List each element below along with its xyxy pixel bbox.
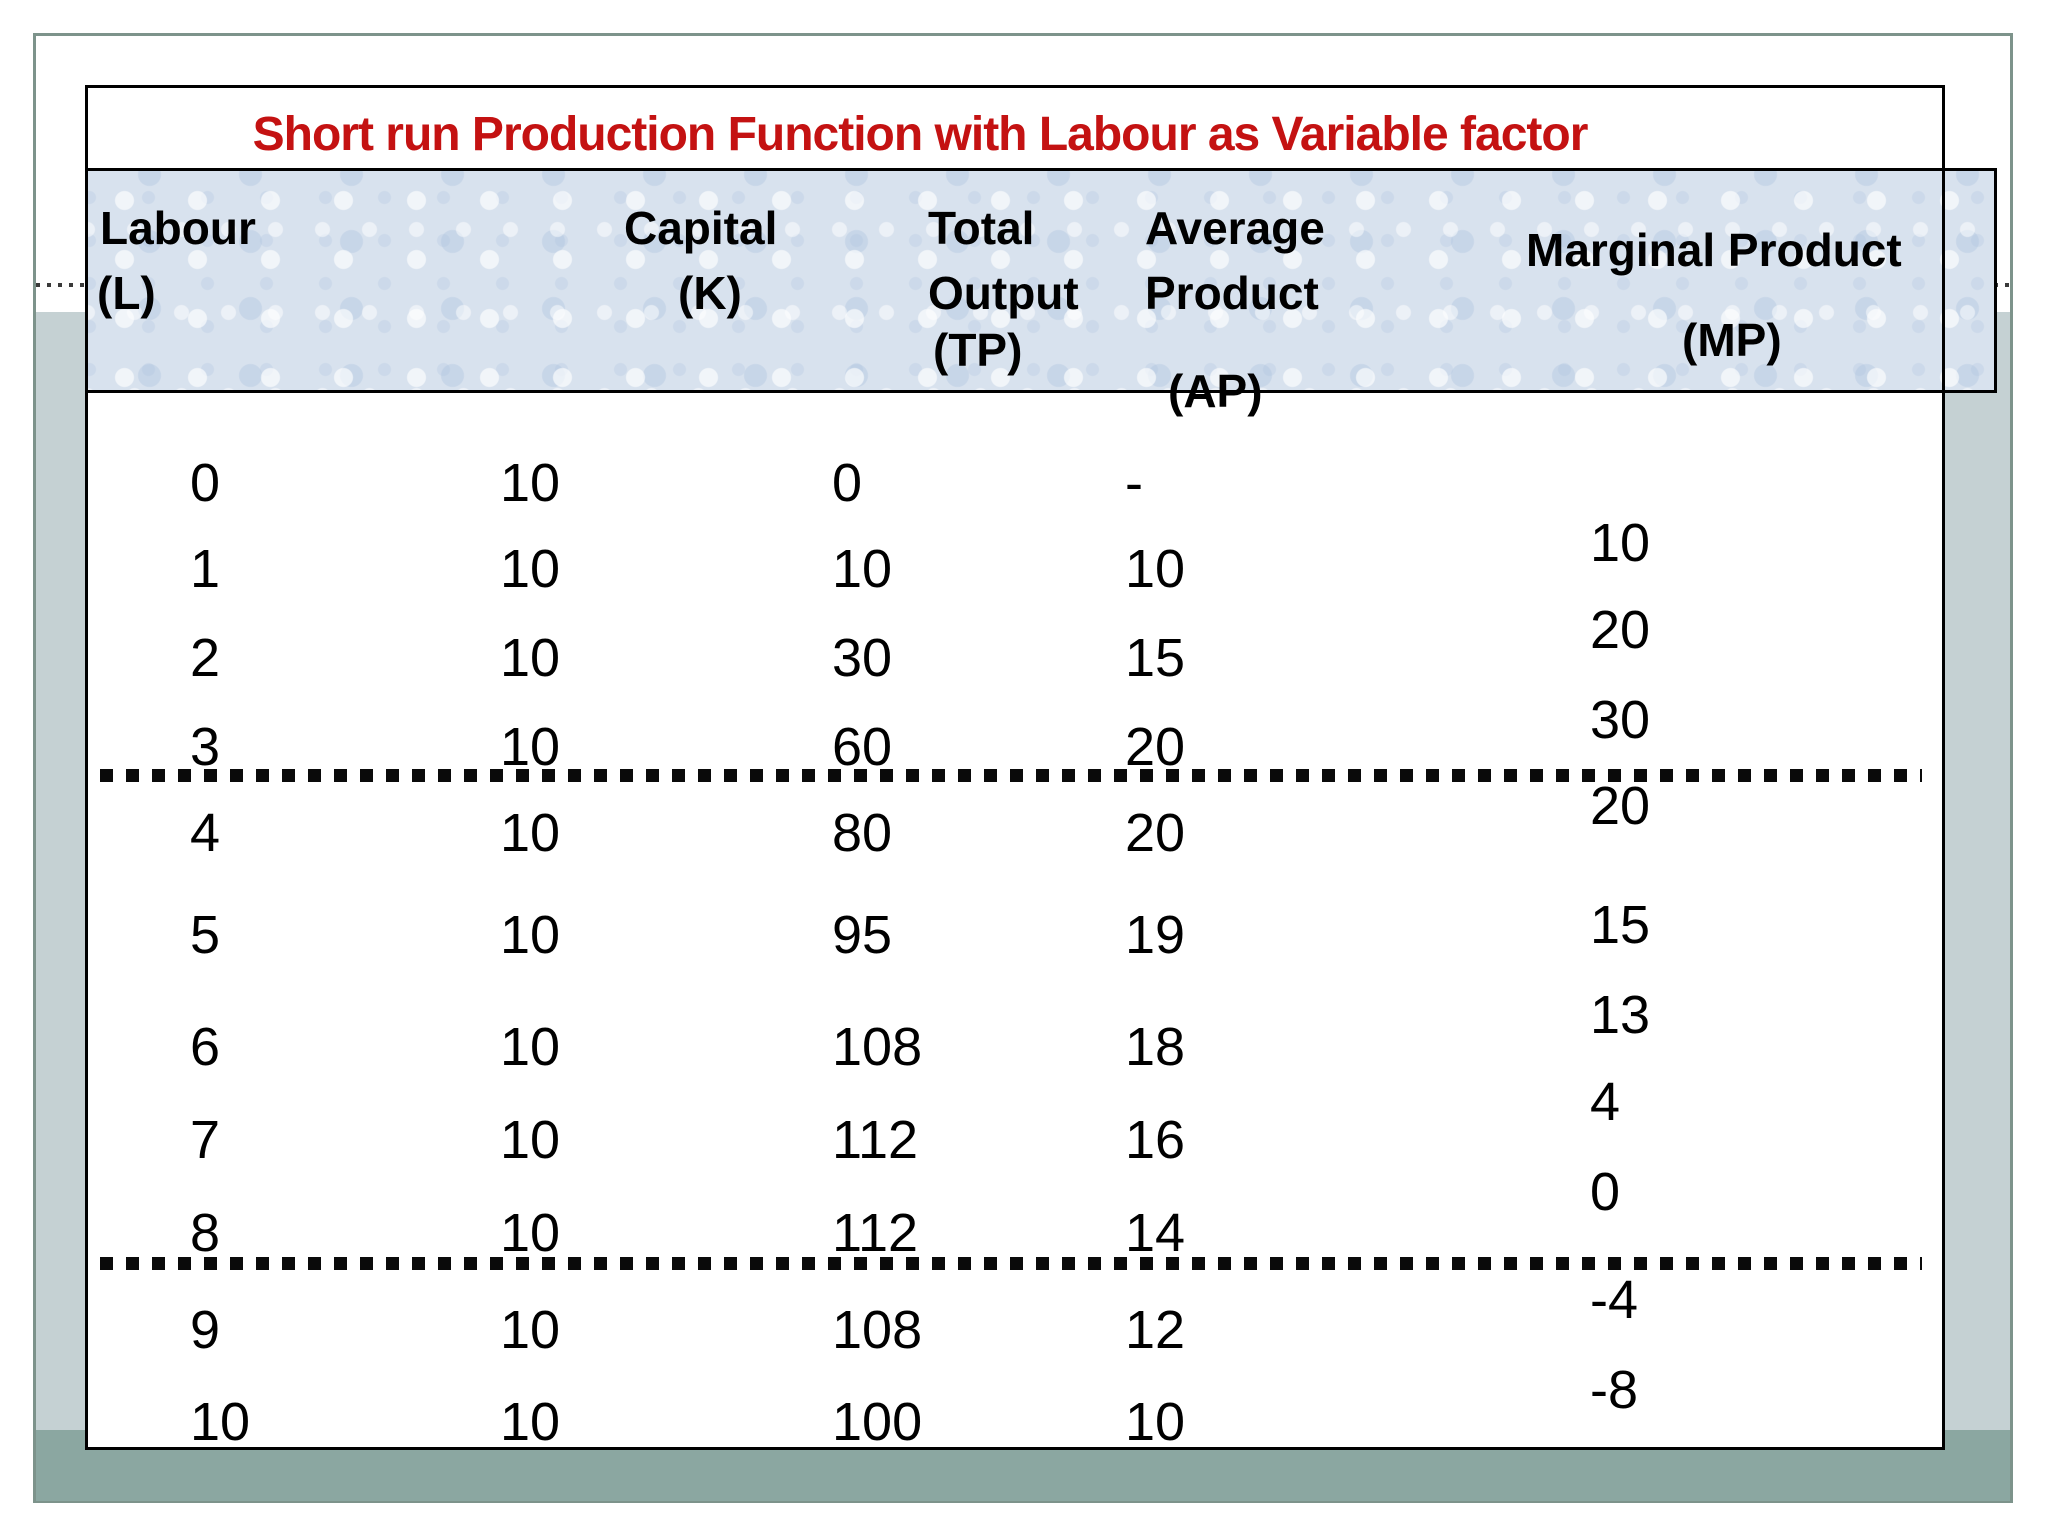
cell-marginal-product: 4	[1590, 1072, 1621, 1132]
slide-title: Short run Production Function with Labou…	[252, 108, 1589, 161]
cell-capital: 10	[500, 539, 561, 599]
cell-labour: 1	[190, 539, 221, 599]
cell-labour: 7	[190, 1110, 221, 1170]
cell-marginal-product: 10	[1590, 513, 1651, 573]
cell-total-output: 95	[832, 905, 893, 965]
cell-labour: 0	[190, 453, 221, 513]
cell-marginal-product: 13	[1590, 985, 1651, 1045]
cell-marginal-product: -8	[1590, 1360, 1639, 1420]
table-right-border	[1942, 168, 1945, 393]
cell-total-output: 80	[832, 803, 893, 863]
cell-average-product: -	[1125, 453, 1143, 513]
cell-labour: 3	[190, 717, 221, 777]
cell-capital: 10	[500, 1110, 561, 1170]
cell-average-product: 15	[1125, 628, 1186, 688]
header-total-output: Total	[928, 202, 1035, 254]
cell-marginal-product: 15	[1590, 895, 1651, 955]
header-average-product: (AP)	[1168, 365, 1263, 417]
cell-average-product: 10	[1125, 539, 1186, 599]
header-average-product: Product	[1145, 267, 1319, 319]
cell-average-product: 10	[1125, 1392, 1186, 1452]
cell-capital: 10	[500, 803, 561, 863]
cell-total-output: 60	[832, 717, 893, 777]
header-marginal-product: Marginal Product	[1526, 224, 1902, 276]
cell-marginal-product: 20	[1590, 776, 1651, 836]
cell-total-output: 10	[832, 539, 893, 599]
cell-labour: 6	[190, 1017, 221, 1077]
cell-average-product: 12	[1125, 1300, 1186, 1360]
cell-average-product: 16	[1125, 1110, 1186, 1170]
header-marginal-product: (MP)	[1682, 314, 1782, 366]
cell-marginal-product: -4	[1590, 1270, 1639, 1330]
cell-marginal-product: 0	[1590, 1162, 1621, 1222]
table-header-background	[85, 168, 1997, 393]
cell-capital: 10	[500, 1300, 561, 1360]
cell-average-product: 14	[1125, 1203, 1186, 1263]
header-labour: (L)	[97, 267, 156, 319]
dotted-separator-2	[100, 1257, 1922, 1270]
cell-total-output: 100	[832, 1392, 923, 1452]
cell-capital: 10	[500, 1203, 561, 1263]
cell-labour: 10	[190, 1392, 251, 1452]
cell-capital: 10	[500, 905, 561, 965]
cell-total-output: 112	[832, 1203, 919, 1263]
cell-average-product: 19	[1125, 905, 1186, 965]
dotted-separator-1	[100, 769, 1922, 782]
cell-capital: 10	[500, 717, 561, 777]
header-labour: Labour	[100, 202, 256, 254]
cell-average-product: 20	[1125, 803, 1186, 863]
cell-capital: 10	[500, 628, 561, 688]
cell-total-output: 108	[832, 1017, 923, 1077]
cell-marginal-product: 20	[1590, 600, 1651, 660]
cell-labour: 4	[190, 803, 221, 863]
header-capital: (K)	[678, 267, 742, 319]
cell-total-output: 112	[832, 1110, 919, 1170]
cell-labour: 8	[190, 1203, 221, 1263]
header-total-output: Output	[928, 267, 1079, 319]
cell-total-output: 108	[832, 1300, 923, 1360]
cell-total-output: 30	[832, 628, 893, 688]
cell-labour: 5	[190, 905, 221, 965]
cell-labour: 9	[190, 1300, 221, 1360]
header-average-product: Average	[1145, 202, 1325, 254]
cell-average-product: 18	[1125, 1017, 1186, 1077]
header-total-output: (TP)	[933, 324, 1023, 376]
cell-total-output: 0	[832, 453, 863, 513]
cell-labour: 2	[190, 628, 221, 688]
cell-capital: 10	[500, 453, 561, 513]
cell-capital: 10	[500, 1017, 561, 1077]
header-capital: Capital	[624, 202, 778, 254]
cell-average-product: 20	[1125, 717, 1186, 777]
cell-capital: 10	[500, 1392, 561, 1452]
cell-marginal-product: 30	[1590, 690, 1651, 750]
